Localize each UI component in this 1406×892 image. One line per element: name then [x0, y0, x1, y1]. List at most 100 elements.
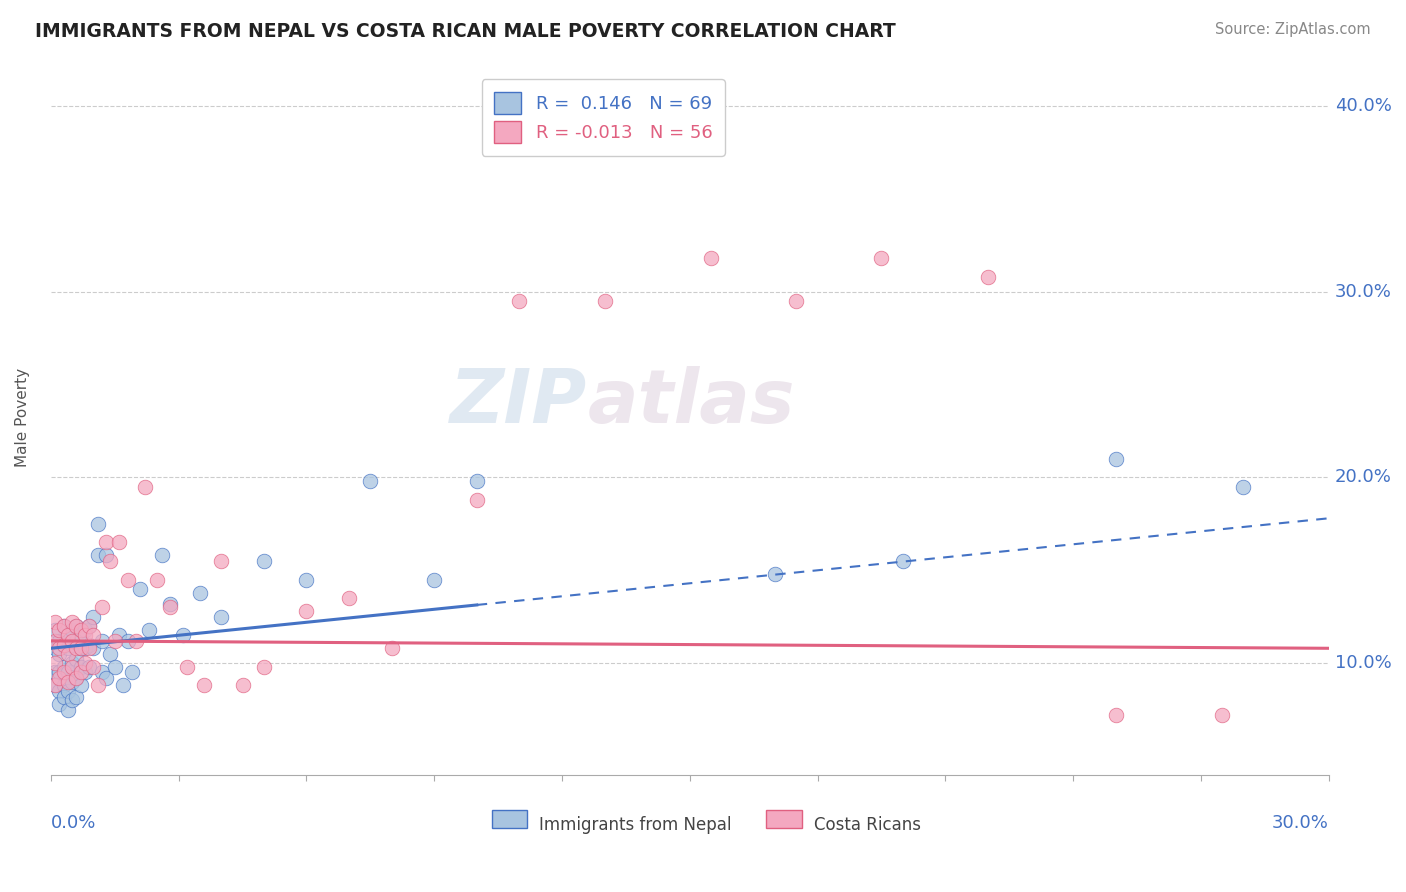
Point	[56, 641, 79, 656]
Point	[785, 293, 807, 308]
Point	[188, 585, 211, 599]
Point	[65, 619, 87, 633]
Point	[60, 656, 83, 670]
Point	[91, 665, 114, 680]
Point	[44, 678, 66, 692]
Point	[176, 660, 198, 674]
Point	[56, 628, 79, 642]
Point	[69, 641, 91, 656]
Point	[48, 633, 70, 648]
Point	[82, 609, 104, 624]
Point	[44, 641, 66, 656]
Point	[700, 252, 723, 266]
Text: ZIP: ZIP	[450, 367, 588, 439]
Point	[253, 660, 276, 674]
Point	[381, 641, 404, 656]
Point	[52, 665, 75, 680]
Text: IMMIGRANTS FROM NEPAL VS COSTA RICAN MALE POVERTY CORRELATION CHART: IMMIGRANTS FROM NEPAL VS COSTA RICAN MAL…	[35, 22, 896, 41]
Point	[65, 671, 87, 685]
Point	[60, 638, 83, 652]
Point	[1211, 708, 1233, 723]
Point	[56, 702, 79, 716]
Point	[763, 567, 786, 582]
Point	[146, 573, 169, 587]
Text: 20.0%: 20.0%	[1336, 468, 1392, 486]
Point	[65, 641, 87, 656]
Point	[48, 671, 70, 685]
Point	[129, 582, 152, 596]
Point	[104, 633, 127, 648]
Text: Source: ZipAtlas.com: Source: ZipAtlas.com	[1215, 22, 1371, 37]
Point	[359, 474, 381, 488]
Point	[231, 678, 253, 692]
Point	[77, 619, 100, 633]
Point	[69, 660, 91, 674]
Point	[117, 633, 139, 648]
Point	[48, 697, 70, 711]
Point	[159, 597, 181, 611]
Point	[1105, 708, 1128, 723]
Point	[52, 638, 75, 652]
Point	[870, 252, 893, 266]
Point	[209, 609, 232, 624]
Point	[159, 600, 181, 615]
Point	[65, 671, 87, 685]
Point	[60, 633, 83, 648]
Text: Immigrants from Nepal: Immigrants from Nepal	[538, 816, 731, 834]
Point	[77, 660, 100, 674]
Text: atlas: atlas	[588, 367, 794, 439]
Point	[508, 293, 530, 308]
Point	[44, 623, 66, 637]
Point	[423, 573, 446, 587]
Point	[134, 480, 156, 494]
Point	[77, 638, 100, 652]
Text: 30.0%: 30.0%	[1336, 283, 1392, 301]
Point	[73, 641, 96, 656]
Point	[60, 693, 83, 707]
Text: 40.0%: 40.0%	[1336, 97, 1392, 115]
Point	[100, 554, 122, 568]
Point	[77, 619, 100, 633]
Point	[891, 554, 914, 568]
Point	[44, 615, 66, 630]
Point	[73, 623, 96, 637]
Point	[1232, 480, 1254, 494]
Legend: R =  0.146   N = 69, R = -0.013   N = 56: R = 0.146 N = 69, R = -0.013 N = 56	[481, 79, 725, 156]
Point	[1105, 451, 1128, 466]
Point	[82, 641, 104, 656]
Point	[86, 549, 108, 563]
Point	[56, 628, 79, 642]
Point	[56, 674, 79, 689]
Point	[121, 665, 143, 680]
Point	[73, 665, 96, 680]
Point	[138, 623, 160, 637]
Point	[52, 619, 75, 633]
Text: Costa Ricans: Costa Ricans	[814, 816, 921, 834]
Point	[65, 690, 87, 704]
Point	[60, 623, 83, 637]
Point	[465, 492, 488, 507]
Text: 10.0%: 10.0%	[1336, 654, 1392, 673]
Point	[96, 671, 118, 685]
Point	[60, 674, 83, 689]
Point	[44, 633, 66, 648]
Point	[56, 684, 79, 698]
Point	[117, 573, 139, 587]
Y-axis label: Male Poverty: Male Poverty	[15, 368, 30, 467]
Point	[209, 554, 232, 568]
Point	[48, 665, 70, 680]
Point	[465, 474, 488, 488]
Point	[52, 690, 75, 704]
Point	[48, 623, 70, 637]
Point	[69, 628, 91, 642]
Point	[65, 619, 87, 633]
Point	[52, 638, 75, 652]
Point	[86, 678, 108, 692]
Point	[337, 591, 360, 606]
Point	[295, 604, 318, 618]
Point	[52, 619, 75, 633]
Point	[96, 549, 118, 563]
Point	[65, 633, 87, 648]
Point	[52, 678, 75, 692]
Point	[52, 660, 75, 674]
